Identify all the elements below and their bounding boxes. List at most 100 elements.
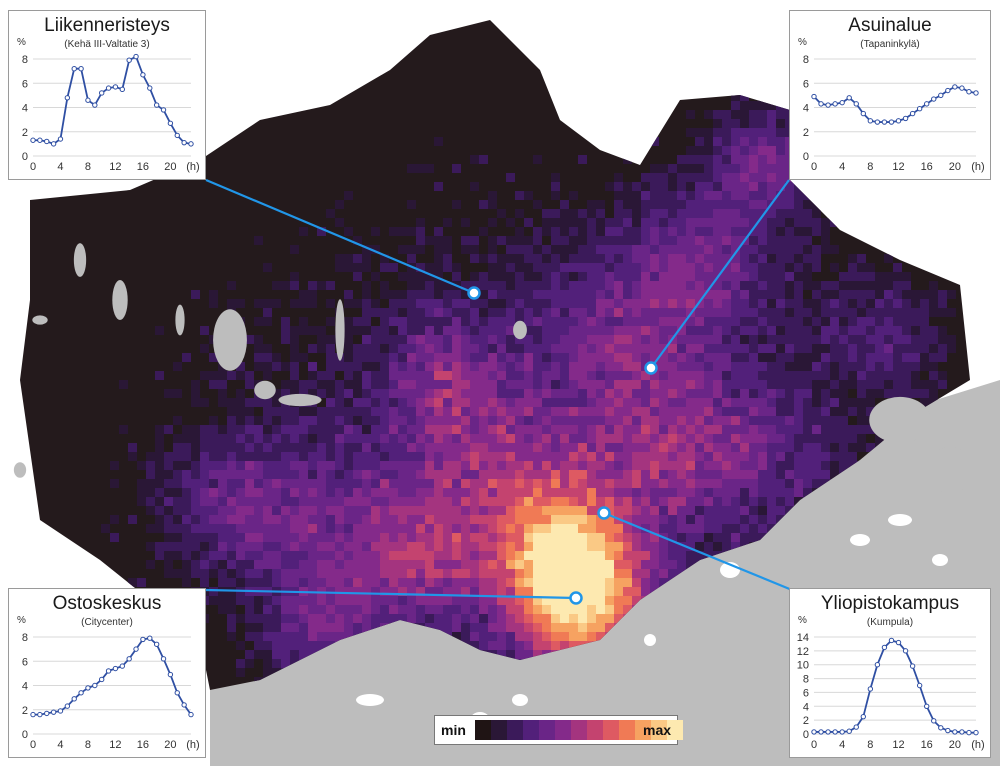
heat-cell [803, 308, 812, 317]
heat-cell [740, 263, 749, 272]
heat-cell [605, 236, 614, 245]
heat-cell [227, 632, 236, 641]
x-tick-label: 20 [164, 739, 176, 751]
heat-cell [677, 200, 686, 209]
heat-cell [218, 443, 227, 452]
heat-cell [776, 470, 785, 479]
heat-cell [191, 542, 200, 551]
heat-cell [704, 461, 713, 470]
heat-cell [596, 308, 605, 317]
heat-cell [722, 398, 731, 407]
heat-cell [290, 542, 299, 551]
heat-cell [569, 290, 578, 299]
heat-cell [659, 308, 668, 317]
heat-cell [380, 263, 389, 272]
heat-cell [758, 452, 767, 461]
data-point [938, 92, 944, 99]
heat-cell [254, 497, 263, 506]
heat-cell [587, 632, 596, 641]
heat-cell [434, 533, 443, 542]
heat-cell [317, 461, 326, 470]
heat-cell [740, 92, 749, 101]
data-point [147, 635, 153, 641]
heat-cell [470, 515, 479, 524]
heat-cell [353, 263, 362, 272]
heat-cell [326, 587, 335, 596]
heat-cell [884, 254, 893, 263]
heat-cell [587, 470, 596, 479]
heat-cell [308, 632, 317, 641]
heat-cell [650, 281, 659, 290]
heat-cell [677, 281, 686, 290]
heat-cell [434, 272, 443, 281]
heat-cell [209, 479, 218, 488]
heat-cell [713, 362, 722, 371]
heat-cell [614, 317, 623, 326]
heat-cell [533, 200, 542, 209]
heat-cell [326, 398, 335, 407]
heat-cell [713, 506, 722, 515]
heat-cell [641, 335, 650, 344]
heat-cell [218, 497, 227, 506]
heat-cell [470, 362, 479, 371]
heat-cell [641, 173, 650, 182]
data-point [881, 644, 888, 651]
heat-cell [218, 452, 227, 461]
heat-cell [227, 614, 236, 623]
heat-cell [380, 326, 389, 335]
heat-cell [776, 317, 785, 326]
heat-cell [290, 614, 299, 623]
heat-cell [407, 380, 416, 389]
heat-cell [326, 524, 335, 533]
heat-cell [785, 488, 794, 497]
heat-cell [650, 335, 659, 344]
heat-cell [524, 317, 533, 326]
heat-cell [191, 461, 200, 470]
heat-cell [875, 380, 884, 389]
heat-cell [695, 398, 704, 407]
heat-cell [164, 461, 173, 470]
heat-cell [515, 452, 524, 461]
heat-cell [506, 281, 515, 290]
heat-cell [695, 362, 704, 371]
heat-cell [299, 299, 308, 308]
heat-cell [182, 434, 191, 443]
heat-cell [362, 371, 371, 380]
heat-cell [722, 281, 731, 290]
heat-cell [587, 398, 596, 407]
heat-cell [488, 290, 497, 299]
heat-cell [506, 308, 515, 317]
heat-cell [236, 551, 245, 560]
heat-cell [146, 497, 155, 506]
heat-cell [866, 380, 875, 389]
heat-cell [308, 623, 317, 632]
heat-cell [506, 218, 515, 227]
heat-cell [758, 209, 767, 218]
heat-cell [794, 218, 803, 227]
heat-cell [164, 497, 173, 506]
heat-cell [749, 407, 758, 416]
heat-cell [560, 389, 569, 398]
heat-cell [290, 569, 299, 578]
heat-cell [758, 506, 767, 515]
heat-cell [560, 299, 569, 308]
heat-cell [461, 551, 470, 560]
heat-cell [812, 290, 821, 299]
heat-cell [299, 452, 308, 461]
heat-cell [614, 506, 623, 515]
heat-cell [785, 218, 794, 227]
heat-cell [227, 281, 236, 290]
heat-cell [596, 407, 605, 416]
heat-cell [641, 218, 650, 227]
heat-cell [812, 227, 821, 236]
heat-cell [560, 263, 569, 272]
heat-cell [479, 560, 488, 569]
heat-cell [290, 515, 299, 524]
heat-cell [713, 398, 722, 407]
heat-cell [371, 542, 380, 551]
heat-cell [272, 614, 281, 623]
legend-swatch [635, 720, 651, 740]
heat-cell [668, 353, 677, 362]
heat-cell [263, 533, 272, 542]
heat-cell [578, 263, 587, 272]
